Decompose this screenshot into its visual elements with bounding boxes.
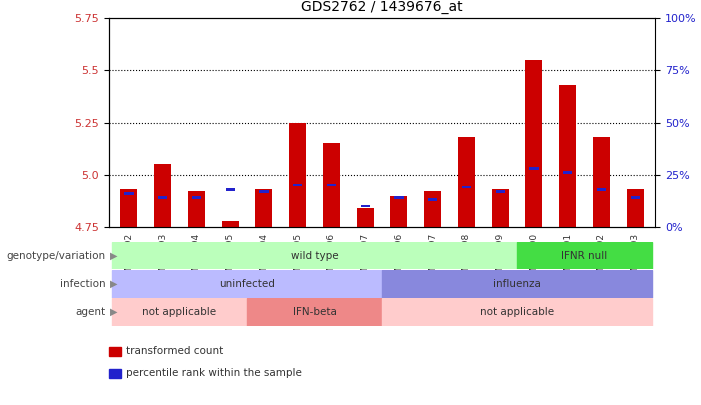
Bar [247,298,382,326]
Bar [112,242,517,269]
Bar [158,196,168,199]
Bar [517,242,652,269]
Bar [222,221,238,227]
Bar [559,85,576,227]
Text: not applicable: not applicable [142,307,217,317]
Bar [226,188,235,190]
Text: transformed count: transformed count [126,346,224,356]
Bar [630,196,640,199]
Bar [390,196,407,227]
Bar [529,167,538,170]
Text: ▶: ▶ [110,279,118,289]
Bar [424,191,441,227]
Bar [192,196,201,199]
Bar [496,190,505,193]
Bar [121,189,137,227]
Bar [360,205,370,207]
Bar [458,137,475,227]
Bar [382,270,652,298]
Text: influenza: influenza [493,279,541,289]
Bar [627,189,644,227]
Bar [563,171,572,174]
Bar [428,198,437,201]
Bar [290,122,306,227]
Text: uninfected: uninfected [219,279,275,289]
Bar [394,196,404,199]
Text: agent: agent [75,307,105,317]
Text: wild type: wild type [291,251,339,260]
Bar [357,208,374,227]
Title: GDS2762 / 1439676_at: GDS2762 / 1439676_at [301,0,463,15]
Bar [323,143,340,227]
Bar [327,184,336,186]
Text: ▶: ▶ [110,307,118,317]
Text: not applicable: not applicable [480,307,554,317]
Bar [154,164,171,227]
Text: IFN-beta: IFN-beta [292,307,336,317]
Bar [593,137,610,227]
Bar [112,298,247,326]
Text: IFNR null: IFNR null [562,251,608,260]
Bar [491,189,509,227]
Text: ▶: ▶ [110,251,118,260]
Bar [259,190,268,193]
Bar [293,184,302,186]
Text: percentile rank within the sample: percentile rank within the sample [126,369,302,378]
Bar [112,270,382,298]
Bar [124,192,134,195]
Bar [255,189,273,227]
Text: infection: infection [60,279,105,289]
Bar [526,60,543,227]
Bar [382,298,652,326]
Bar [462,186,471,188]
Bar [188,191,205,227]
Bar [597,188,606,190]
Text: genotype/variation: genotype/variation [6,251,105,260]
